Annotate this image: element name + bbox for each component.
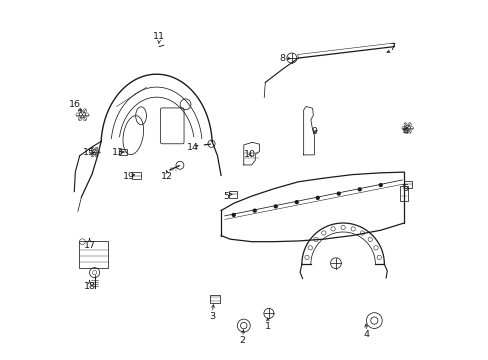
Circle shape [295, 201, 298, 203]
Text: 18: 18 [83, 282, 95, 291]
Text: 13: 13 [112, 148, 124, 157]
Text: 19: 19 [123, 172, 135, 181]
Text: 16: 16 [69, 100, 81, 109]
Bar [209, 295, 220, 303]
Circle shape [358, 188, 361, 191]
Text: 4: 4 [363, 330, 368, 339]
Bar [119, 149, 127, 155]
Text: 8: 8 [279, 54, 285, 63]
Text: 3: 3 [209, 312, 215, 321]
Bar [132, 172, 141, 179]
Text: 12: 12 [161, 172, 173, 181]
Circle shape [253, 209, 256, 212]
Bar [228, 191, 237, 198]
Circle shape [316, 197, 319, 199]
Circle shape [274, 205, 277, 208]
Text: 17: 17 [83, 241, 95, 250]
Text: 15: 15 [82, 148, 94, 157]
Text: 6: 6 [401, 184, 407, 193]
Circle shape [379, 184, 382, 186]
Text: 4: 4 [401, 127, 407, 136]
Text: 9: 9 [311, 127, 317, 136]
Bar [400, 186, 407, 201]
Text: 5: 5 [223, 192, 228, 201]
Text: 11: 11 [153, 32, 165, 41]
Text: 14: 14 [186, 143, 198, 152]
Text: 2: 2 [239, 336, 245, 345]
Circle shape [337, 192, 340, 195]
Text: 1: 1 [264, 322, 270, 331]
Text: 10: 10 [244, 150, 255, 159]
Bar [403, 181, 411, 188]
Circle shape [232, 213, 235, 216]
Text: 7: 7 [388, 43, 394, 52]
Bar [79, 241, 108, 268]
